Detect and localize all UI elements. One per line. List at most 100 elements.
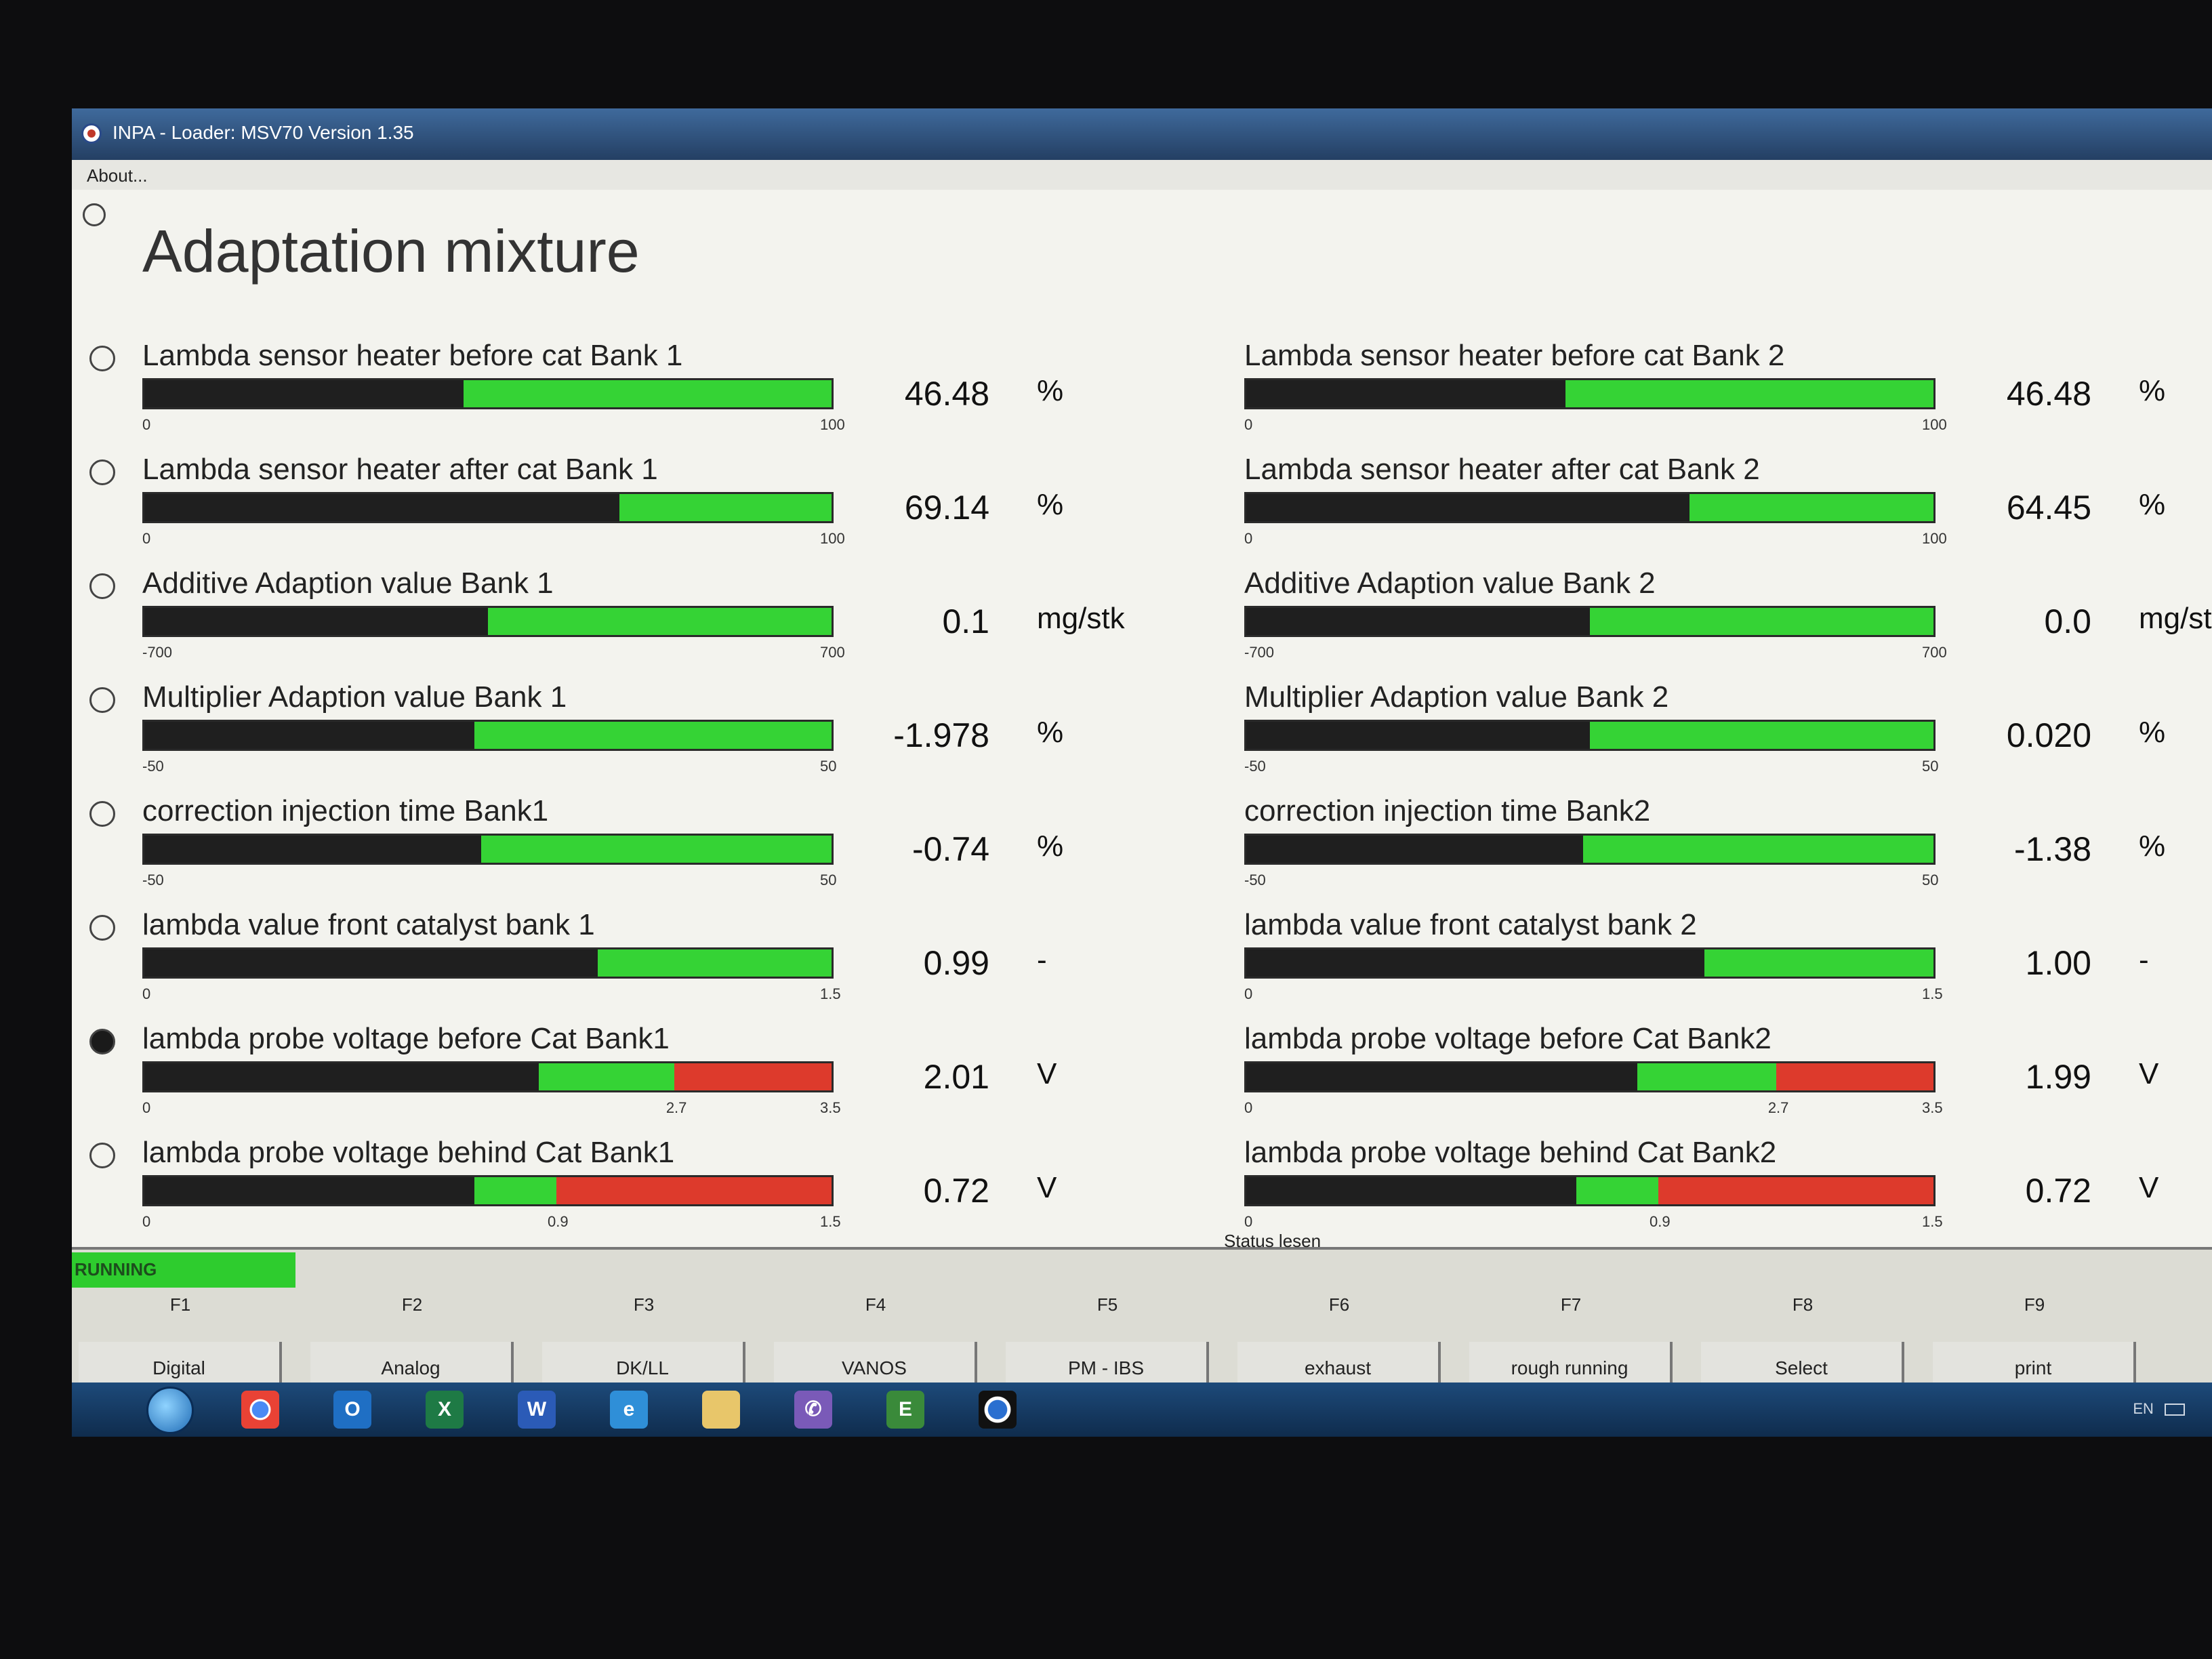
meter-value: -1.978 bbox=[893, 716, 989, 754]
meter-bar bbox=[142, 1061, 834, 1092]
meter-bar bbox=[1244, 378, 1936, 409]
meter-value: 64.45 bbox=[2006, 489, 2091, 527]
system-tray: EN bbox=[2133, 1400, 2185, 1418]
meter-fill bbox=[1246, 722, 1590, 749]
meter-label: lambda probe voltage behind Cat Bank1 bbox=[142, 1136, 675, 1169]
meter-value: 1.00 bbox=[2025, 944, 2091, 982]
status-caption: Status lesen bbox=[1224, 1231, 1322, 1251]
meter-min-label: 0 bbox=[1244, 1213, 1253, 1230]
meter-min-label: 0 bbox=[142, 530, 151, 547]
meter-mid-label: 2.7 bbox=[1767, 1099, 1789, 1116]
meter-label: Additive Adaption value Bank 1 bbox=[142, 567, 554, 600]
main-content: Adaptation mixture Lambda sensor heater … bbox=[72, 190, 2212, 1247]
meter-red-zone bbox=[674, 1063, 832, 1090]
meter-label: lambda probe voltage before Cat Bank2 bbox=[1244, 1022, 1771, 1055]
meter-bar bbox=[1244, 720, 1936, 751]
meter-select-radio[interactable] bbox=[89, 573, 115, 599]
meter-fill bbox=[144, 608, 488, 635]
meter-red-zone bbox=[556, 1177, 832, 1204]
meter-mid-label: 0.9 bbox=[548, 1213, 569, 1230]
word-icon[interactable]: W bbox=[518, 1391, 556, 1429]
meter-max-label: 100 bbox=[820, 416, 845, 433]
meter-min-label: 0 bbox=[1244, 530, 1253, 547]
meter-fill bbox=[1246, 494, 1689, 521]
meter-value: 69.14 bbox=[904, 489, 989, 527]
meter-left-8: lambda probe voltage behind Cat Bank1 0 0.… bbox=[89, 1136, 1132, 1265]
ediabas-icon[interactable]: E bbox=[886, 1391, 924, 1429]
meter-min-label: -700 bbox=[1244, 644, 1275, 661]
meter-bar bbox=[142, 834, 834, 865]
excel-icon[interactable]: X bbox=[426, 1391, 464, 1429]
meter-right-3: Additive Adaption value Bank 2 -700 700 0.0… bbox=[1244, 567, 2212, 695]
meter-value: -0.74 bbox=[912, 830, 989, 868]
tray-language[interactable]: EN bbox=[2133, 1400, 2154, 1417]
meter-fill bbox=[144, 949, 598, 977]
meter-max-label: 700 bbox=[1922, 644, 1947, 661]
meter-unit: V bbox=[1037, 1057, 1057, 1090]
meter-select-radio[interactable] bbox=[89, 915, 115, 941]
meter-right-7: lambda probe voltage before Cat Bank2 0 2.… bbox=[1244, 1022, 2212, 1151]
fkey-number: F7 bbox=[1560, 1294, 1582, 1315]
file-explorer-icon[interactable] bbox=[702, 1391, 740, 1429]
meter-left-7: lambda probe voltage before Cat Bank1 0 2.… bbox=[89, 1022, 1132, 1151]
chrome-icon[interactable] bbox=[241, 1391, 279, 1429]
meter-mid-label: 2.7 bbox=[665, 1099, 687, 1116]
meter-min-label: 0 bbox=[142, 985, 151, 1002]
meter-left-6: lambda value front catalyst bank 1 0 1.5 0.… bbox=[89, 908, 1132, 1037]
meter-fill bbox=[144, 380, 464, 407]
meter-select-radio[interactable] bbox=[89, 687, 115, 713]
meter-unit: - bbox=[1037, 943, 1047, 977]
screen: INPA - Loader: MSV70 Version 1.35 About.… bbox=[72, 108, 2212, 1437]
fkey-number: F8 bbox=[1792, 1294, 1814, 1315]
meter-select-radio[interactable] bbox=[89, 1143, 115, 1168]
internet-explorer-icon[interactable]: e bbox=[610, 1391, 648, 1429]
meter-bar bbox=[1244, 606, 1936, 637]
outlook-icon[interactable]: O bbox=[333, 1391, 371, 1429]
menu-bar: About... bbox=[72, 160, 2212, 191]
meter-select-radio[interactable] bbox=[89, 801, 115, 827]
meter-select-radio[interactable] bbox=[89, 346, 115, 371]
meter-unit: % bbox=[2139, 716, 2166, 749]
meter-fill bbox=[1246, 1063, 1637, 1090]
meter-unit: V bbox=[2139, 1057, 2159, 1090]
bmw-icon[interactable] bbox=[979, 1391, 1017, 1429]
meter-min-label: -50 bbox=[142, 758, 164, 775]
fkey-number: F5 bbox=[1097, 1294, 1118, 1315]
meter-value: 1.99 bbox=[2025, 1058, 2091, 1096]
meter-label: Multiplier Adaption value Bank 1 bbox=[142, 680, 567, 714]
viber-icon[interactable]: ✆ bbox=[794, 1391, 832, 1429]
meter-value: -1.38 bbox=[2014, 830, 2091, 868]
meter-min-label: 0 bbox=[142, 1099, 151, 1116]
meter-left-4: Multiplier Adaption value Bank 1 -50 50 -1.… bbox=[89, 680, 1132, 809]
meter-fill bbox=[1246, 380, 1566, 407]
start-button[interactable] bbox=[146, 1387, 194, 1434]
meter-label: Lambda sensor heater before cat Bank 2 bbox=[1244, 339, 1785, 372]
meter-red-zone bbox=[1658, 1177, 1933, 1204]
meter-bar bbox=[142, 492, 834, 523]
meter-min-label: -700 bbox=[142, 644, 173, 661]
meter-left-3: Additive Adaption value Bank 1 -700 700 0.1… bbox=[89, 567, 1132, 695]
meter-unit: % bbox=[1037, 830, 1064, 863]
meter-select-radio[interactable] bbox=[89, 459, 115, 485]
meter-select-radio[interactable] bbox=[89, 1029, 115, 1054]
meter-value: 2.01 bbox=[923, 1058, 989, 1096]
radio-icon[interactable] bbox=[83, 203, 106, 226]
meter-value: 0.1 bbox=[942, 602, 989, 640]
window-title: INPA - Loader: MSV70 Version 1.35 bbox=[112, 122, 414, 143]
meter-red-zone bbox=[1776, 1063, 1933, 1090]
meter-label: Additive Adaption value Bank 2 bbox=[1244, 567, 1656, 600]
meter-mid-label: 0.9 bbox=[1650, 1213, 1671, 1230]
meter-fill bbox=[144, 836, 481, 863]
meter-bar bbox=[142, 378, 834, 409]
menu-about[interactable]: About... bbox=[87, 165, 148, 186]
meter-unit: % bbox=[2139, 830, 2166, 863]
battery-icon[interactable] bbox=[2165, 1404, 2185, 1416]
meter-right-1: Lambda sensor heater before cat Bank 2 0 1… bbox=[1244, 339, 2212, 468]
meter-label: correction injection time Bank2 bbox=[1244, 794, 1651, 827]
meter-max-label: 700 bbox=[820, 644, 845, 661]
meter-label: Multiplier Adaption value Bank 2 bbox=[1244, 680, 1669, 714]
meter-unit: mg/stk bbox=[2139, 602, 2212, 635]
meter-value: 0.72 bbox=[2025, 1172, 2091, 1210]
fkey-number: F9 bbox=[2024, 1294, 2045, 1315]
